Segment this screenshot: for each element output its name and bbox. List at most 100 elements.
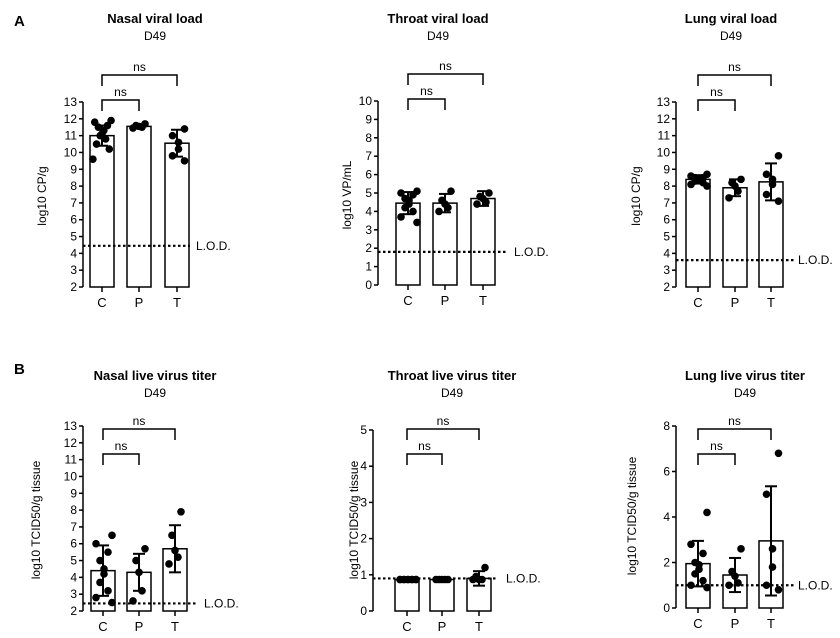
lod-label: L.O.D. xyxy=(204,596,239,610)
y-tick-label: 9 xyxy=(365,112,372,126)
x-category-label: P xyxy=(731,616,740,631)
lod-label: L.O.D. xyxy=(514,245,549,259)
data-point xyxy=(444,203,452,212)
chart-lung-live-virus-titer: Lung live virus titer D49 log10 TCID50/g… xyxy=(625,368,833,631)
data-point xyxy=(138,587,146,595)
data-point xyxy=(435,207,443,216)
data-point xyxy=(768,545,777,553)
data-point xyxy=(409,207,417,216)
chart-lung-viral-load: Lung viral load D49 log10 CP/g 2 3 4 5 6 7 8 9 1… xyxy=(629,11,833,310)
panel-letter-b: B xyxy=(14,361,25,378)
y-tick-label: 10 xyxy=(657,145,671,159)
y-tick-label: 5 xyxy=(360,423,367,437)
y-tick-label: 2 xyxy=(360,532,367,546)
significance-bracket xyxy=(697,74,772,86)
data-point xyxy=(725,194,733,202)
y-tick-label: 3 xyxy=(360,495,367,509)
x-category-label: C xyxy=(97,295,106,310)
y-tick-label: 8 xyxy=(70,179,77,193)
y-tick-label: 12 xyxy=(64,436,78,450)
y-tick-label: 5 xyxy=(70,554,77,568)
y-tick-label: 8 xyxy=(663,419,670,433)
data-point xyxy=(135,568,143,577)
y-tick-label: 8 xyxy=(365,131,372,145)
y-tick-label: 2 xyxy=(365,241,372,255)
y-tick-label: 4 xyxy=(70,570,77,584)
significance-bracket xyxy=(697,428,772,440)
significance-label: ns xyxy=(114,85,127,99)
x-category-label: C xyxy=(98,619,107,634)
data-point xyxy=(92,539,100,548)
chart-throat-live-virus-titer: Throat live virus titer D49 log10 TCID50… xyxy=(347,368,541,634)
bar xyxy=(685,178,711,288)
data-point xyxy=(737,545,745,553)
data-point xyxy=(473,200,481,208)
data-point xyxy=(100,570,108,578)
significance-bracket xyxy=(102,453,140,465)
data-point xyxy=(132,556,140,565)
data-point xyxy=(101,135,110,143)
y-tick-label: 9 xyxy=(70,162,77,176)
data-point xyxy=(104,587,112,595)
chart-subtitle: D49 xyxy=(427,29,449,43)
data-point xyxy=(138,123,146,132)
data-point xyxy=(168,152,177,160)
data-point xyxy=(774,586,783,594)
significance-bracket xyxy=(697,453,736,465)
lod-label: L.O.D. xyxy=(506,571,541,585)
data-point xyxy=(96,131,104,140)
y-axis-label: log10 VP/mL xyxy=(340,160,354,229)
chart-throat-viral-load: Throat viral load D49 log10 VP/mL 0 1 2 3 4 5… xyxy=(340,11,549,308)
significance-label: ns xyxy=(133,414,146,428)
y-tick-label: 4 xyxy=(70,246,77,260)
data-point xyxy=(762,190,771,199)
data-point xyxy=(734,187,742,195)
data-point xyxy=(171,546,179,555)
chart-subtitle: D49 xyxy=(441,386,463,400)
x-category-label: C xyxy=(403,293,412,308)
significance-bracket xyxy=(407,98,446,110)
data-point xyxy=(687,180,695,189)
significance-label: ns xyxy=(439,59,452,73)
significance-label: ns xyxy=(710,439,723,453)
y-tick-label: 9 xyxy=(663,162,670,176)
y-tick-label: 8 xyxy=(663,179,670,193)
data-point xyxy=(737,175,745,184)
y-tick-label: 6 xyxy=(70,537,77,551)
y-tick-label: 0 xyxy=(360,604,367,618)
data-point xyxy=(731,572,739,580)
data-point xyxy=(703,182,711,190)
significance-label: ns xyxy=(420,84,433,98)
chart-title: Nasal viral load xyxy=(107,11,202,26)
data-point xyxy=(89,155,97,163)
data-point xyxy=(177,507,185,516)
y-tick-label: 12 xyxy=(657,112,671,126)
data-point xyxy=(774,152,783,160)
y-tick-label: 5 xyxy=(365,186,372,200)
chart-title: Throat live virus titer xyxy=(388,368,517,383)
data-point xyxy=(168,131,177,140)
y-tick-label: 9 xyxy=(70,486,77,500)
y-tick-label: 5 xyxy=(70,230,77,244)
lod-label: L.O.D. xyxy=(196,239,231,253)
chart-nasal-viral-load: Nasal viral load D49 log10 CP/g 2 3 4 5 6 7 8 9… xyxy=(35,11,231,310)
y-tick-label: 8 xyxy=(70,503,77,517)
data-point xyxy=(92,140,101,148)
chart-subtitle: D49 xyxy=(144,29,166,43)
data-point xyxy=(774,449,783,458)
y-axis-label: log10 TCID50/g tissue xyxy=(625,456,639,575)
y-axis-label: log10 CP/g xyxy=(629,166,643,225)
y-tick-label: 4 xyxy=(663,510,670,524)
data-point xyxy=(762,490,771,499)
significance-label: ns xyxy=(710,85,723,99)
y-tick-label: 4 xyxy=(663,246,670,260)
data-point xyxy=(180,157,189,165)
x-category-label: T xyxy=(171,619,179,634)
x-category-label: T xyxy=(767,295,775,310)
y-tick-label: 3 xyxy=(70,587,77,601)
y-tick-label: 11 xyxy=(65,453,78,467)
y-tick-label: 10 xyxy=(359,94,373,108)
significance-bracket xyxy=(407,73,484,85)
data-point xyxy=(96,578,104,587)
y-tick-label: 11 xyxy=(658,129,671,143)
